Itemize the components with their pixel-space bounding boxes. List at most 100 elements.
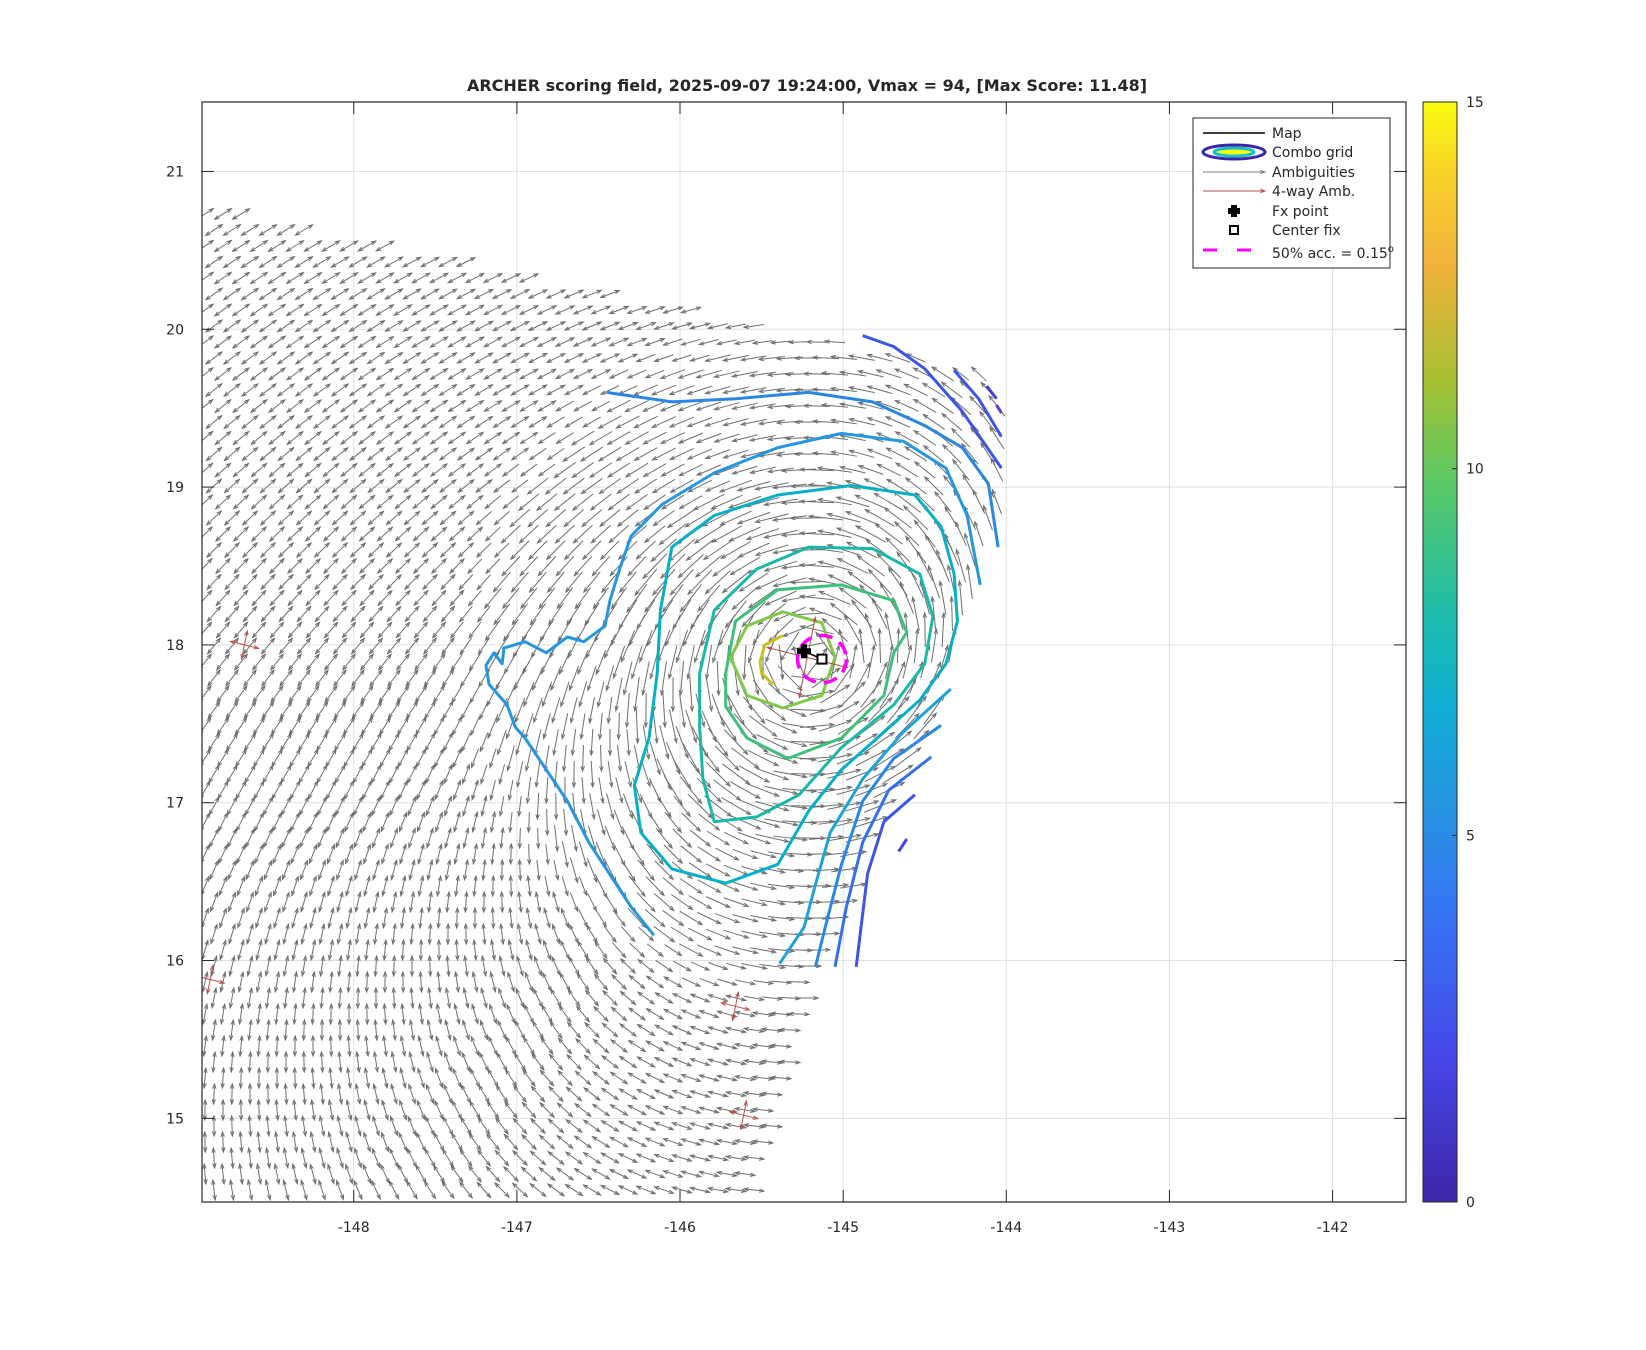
ambiguity-arrow bbox=[564, 353, 584, 363]
ambiguity-arrow-head bbox=[223, 488, 230, 494]
ambiguity-arrow-head bbox=[406, 399, 413, 405]
ambiguity-arrow-head bbox=[721, 357, 729, 362]
ambiguity-arrow-head bbox=[384, 455, 391, 461]
ambiguity-arrow-head bbox=[440, 684, 446, 691]
ambiguity-arrow bbox=[554, 462, 576, 478]
ambiguity-arrow-head bbox=[343, 415, 350, 421]
ambiguity-arrow-head bbox=[460, 463, 467, 469]
ambiguity-arrow-head bbox=[630, 968, 637, 974]
ambiguity-arrow-head bbox=[433, 383, 440, 389]
ambiguity-arrow bbox=[749, 661, 759, 695]
ambiguity-arrow-head bbox=[393, 439, 400, 445]
ambiguity-arrow-head bbox=[596, 289, 603, 295]
ambiguity-arrow-head bbox=[257, 970, 263, 978]
ambiguity-arrow-head bbox=[509, 891, 514, 898]
ambiguity-arrow-head bbox=[337, 1003, 342, 1010]
ambiguity-arrow-head bbox=[510, 587, 517, 593]
ambiguity-arrow-head bbox=[778, 1059, 785, 1064]
ambiguity-arrow-head bbox=[348, 327, 355, 333]
ambiguity-arrow bbox=[425, 796, 435, 816]
ambiguity-arrow bbox=[206, 447, 222, 461]
ambiguity-arrow-head bbox=[825, 947, 832, 953]
ambiguity-arrow-head bbox=[211, 1066, 216, 1074]
ambiguity-arrow bbox=[241, 256, 259, 268]
ambiguity-arrow bbox=[242, 542, 258, 558]
ambiguity-arrow-head bbox=[225, 494, 232, 500]
ambiguity-arrow bbox=[782, 820, 816, 824]
ambiguity-arrow bbox=[580, 809, 586, 835]
ambiguity-arrow-head bbox=[457, 715, 463, 723]
ambiguity-arrow bbox=[510, 352, 530, 364]
ambiguity-arrow-head bbox=[222, 970, 227, 978]
ambiguity-arrow-head bbox=[321, 439, 329, 446]
ambiguity-arrow bbox=[349, 383, 367, 397]
ambiguity-arrow bbox=[245, 860, 255, 880]
ambiguity-arrow bbox=[202, 812, 211, 829]
ambiguity-arrow bbox=[690, 993, 710, 1003]
ambiguity-arrow-head bbox=[241, 552, 248, 559]
ambiguity-arrow-head bbox=[384, 294, 391, 300]
ambiguity-arrow bbox=[202, 558, 213, 570]
ambiguity-arrow-head bbox=[545, 830, 550, 837]
ambiguity-arrow bbox=[726, 323, 746, 329]
ambiguity-arrow bbox=[238, 972, 244, 992]
ambiguity-arrow bbox=[469, 653, 481, 671]
ambiguity-arrow-head bbox=[415, 383, 422, 389]
ambiguity-arrow bbox=[609, 556, 629, 576]
ambiguity-arrow bbox=[669, 709, 677, 743]
ambiguity-arrow-head bbox=[424, 272, 432, 278]
ambiguity-arrow-head bbox=[337, 1050, 342, 1057]
ambiguity-arrow-head bbox=[266, 1018, 271, 1025]
ambiguity-arrow-head bbox=[405, 558, 412, 564]
ambiguity-arrow-head bbox=[552, 923, 557, 930]
ambiguity-arrow bbox=[325, 749, 337, 767]
ambiguity-arrow-head bbox=[358, 763, 364, 771]
ambiguity-arrow-head bbox=[834, 667, 842, 673]
ambiguity-arrow bbox=[331, 415, 349, 429]
ambiguity-arrow bbox=[493, 384, 511, 396]
ambiguity-arrow-head bbox=[601, 829, 606, 836]
ambiguity-arrow bbox=[242, 447, 258, 461]
ambiguity-arrow bbox=[516, 761, 524, 787]
ambiguity-arrow-head bbox=[386, 684, 392, 691]
ambiguity-arrow bbox=[396, 622, 410, 638]
ambiguity-arrow bbox=[654, 322, 674, 330]
ambiguity-arrow-head bbox=[311, 1083, 316, 1090]
ambiguity-arrow bbox=[818, 561, 852, 571]
ambiguity-arrow bbox=[671, 894, 693, 910]
ambiguity-arrow-head bbox=[752, 949, 760, 955]
ambiguity-arrow bbox=[313, 288, 331, 300]
ambiguity-arrow-head bbox=[695, 982, 702, 987]
ambiguity-arrow-head bbox=[349, 487, 356, 494]
ambiguity-arrow-head bbox=[260, 584, 266, 591]
ambiguity-arrow bbox=[540, 650, 554, 674]
ambiguity-arrow-head bbox=[510, 390, 517, 396]
ambiguity-arrow bbox=[777, 420, 803, 424]
ambiguity-arrow bbox=[578, 876, 588, 896]
ambiguity-arrow-head bbox=[370, 367, 377, 373]
ambiguity-arrow bbox=[750, 371, 776, 377]
ambiguity-arrow bbox=[202, 526, 213, 538]
ambiguity-arrow bbox=[822, 372, 848, 376]
ambiguity-arrow bbox=[266, 988, 270, 1008]
ambiguity-arrow-head bbox=[754, 689, 760, 696]
ambiguity-arrow-head bbox=[845, 541, 852, 547]
ambiguity-arrow-head bbox=[422, 584, 428, 591]
ambiguity-arrow-head bbox=[335, 842, 340, 849]
ambiguity-arrow-head bbox=[510, 487, 518, 494]
ambiguity-arrow-head bbox=[336, 874, 341, 881]
ambiguity-arrow-head bbox=[618, 587, 625, 594]
ambiguity-arrow-head bbox=[653, 357, 660, 362]
ambiguity-arrow-head bbox=[253, 825, 259, 833]
ambiguity-arrow bbox=[941, 413, 963, 431]
ambiguity-arrow-head bbox=[372, 906, 377, 914]
ambiguity-arrow-head bbox=[851, 898, 859, 904]
ambiguity-arrow-head bbox=[491, 923, 496, 930]
ambiguity-arrow-head bbox=[391, 986, 396, 993]
ambiguity-arrow-head bbox=[238, 1083, 243, 1090]
ambiguity-arrow-head bbox=[752, 886, 759, 891]
ambiguity-arrow-head bbox=[438, 326, 445, 332]
ambiguity-arrow bbox=[564, 540, 584, 560]
ambiguity-arrow bbox=[538, 400, 556, 412]
ambiguity-arrow-head bbox=[462, 810, 467, 817]
